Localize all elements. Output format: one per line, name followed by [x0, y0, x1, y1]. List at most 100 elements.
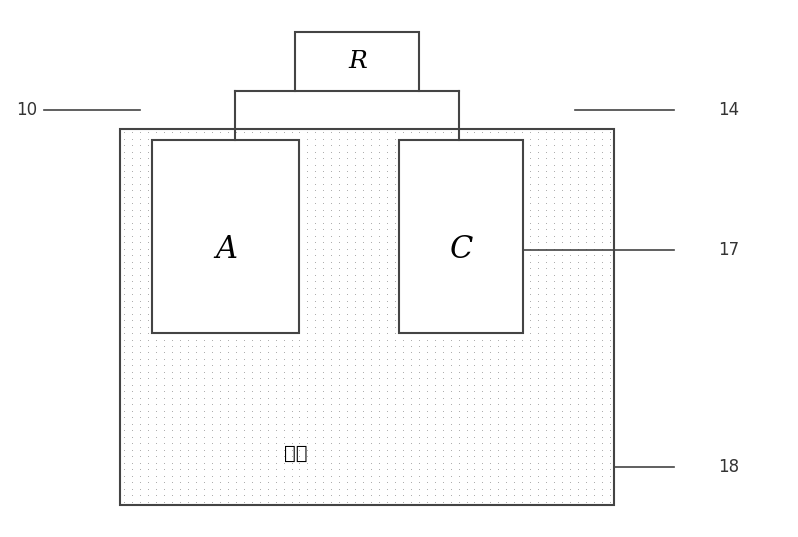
- Point: [405, 335, 417, 344]
- Point: [413, 348, 425, 357]
- Point: [397, 348, 409, 357]
- Point: [222, 361, 235, 370]
- Point: [531, 147, 544, 156]
- Point: [126, 426, 139, 434]
- Point: [539, 290, 552, 299]
- Point: [357, 264, 369, 272]
- Point: [421, 465, 433, 474]
- Point: [333, 206, 346, 214]
- Point: [508, 134, 520, 143]
- Point: [365, 407, 377, 415]
- Point: [341, 419, 354, 428]
- Point: [118, 186, 131, 195]
- Point: [293, 439, 306, 447]
- Point: [325, 413, 338, 422]
- Point: [539, 193, 552, 201]
- Point: [126, 413, 139, 422]
- Point: [413, 354, 425, 363]
- Bar: [152, 140, 299, 333]
- Point: [230, 459, 243, 467]
- Point: [437, 342, 449, 350]
- Point: [166, 128, 179, 136]
- Point: [230, 329, 243, 337]
- Point: [389, 271, 401, 279]
- Point: [500, 381, 512, 389]
- Point: [126, 134, 139, 143]
- Point: [317, 244, 330, 253]
- Point: [444, 497, 457, 506]
- Point: [563, 277, 576, 286]
- Point: [484, 465, 496, 474]
- Point: [429, 394, 441, 402]
- Point: [301, 335, 314, 344]
- Point: [587, 141, 600, 149]
- Point: [500, 432, 512, 441]
- Point: [245, 134, 258, 143]
- Point: [555, 166, 568, 175]
- Point: [301, 251, 314, 259]
- Point: [500, 471, 512, 480]
- Point: [603, 452, 616, 461]
- Point: [508, 387, 520, 396]
- Point: [301, 141, 314, 149]
- Point: [182, 491, 195, 499]
- Point: [118, 342, 131, 350]
- Point: [134, 128, 147, 136]
- Point: [309, 361, 322, 370]
- Point: [309, 426, 322, 434]
- Point: [421, 471, 433, 480]
- Point: [539, 154, 552, 162]
- Point: [444, 354, 457, 363]
- Point: [373, 316, 385, 324]
- Point: [437, 452, 449, 461]
- Point: [365, 193, 377, 201]
- Point: [373, 296, 385, 305]
- Point: [571, 452, 584, 461]
- Point: [444, 329, 457, 337]
- Point: [341, 206, 354, 214]
- Point: [142, 193, 155, 201]
- Point: [523, 154, 536, 162]
- Point: [349, 251, 361, 259]
- Point: [492, 491, 504, 499]
- Point: [357, 134, 369, 143]
- Point: [142, 407, 155, 415]
- Point: [277, 329, 290, 337]
- Point: [277, 394, 290, 402]
- Point: [150, 368, 163, 376]
- Point: [365, 478, 377, 487]
- Point: [325, 407, 338, 415]
- Point: [571, 309, 584, 318]
- Point: [516, 329, 528, 337]
- Point: [357, 206, 369, 214]
- Point: [523, 354, 536, 363]
- Point: [555, 381, 568, 389]
- Point: [539, 212, 552, 221]
- Point: [437, 381, 449, 389]
- Point: [539, 426, 552, 434]
- Point: [413, 368, 425, 376]
- Point: [309, 134, 322, 143]
- Point: [523, 316, 536, 324]
- Point: [571, 329, 584, 337]
- Point: [309, 128, 322, 136]
- Point: [357, 361, 369, 370]
- Point: [437, 134, 449, 143]
- Point: [222, 348, 235, 357]
- Point: [325, 381, 338, 389]
- Point: [150, 478, 163, 487]
- Point: [118, 251, 131, 259]
- Point: [365, 296, 377, 305]
- Point: [547, 264, 560, 272]
- Point: [429, 478, 441, 487]
- Point: [126, 354, 139, 363]
- Point: [285, 465, 298, 474]
- Point: [555, 257, 568, 266]
- Point: [373, 491, 385, 499]
- Point: [603, 439, 616, 447]
- Point: [309, 166, 322, 175]
- Point: [523, 134, 536, 143]
- Point: [555, 413, 568, 422]
- Point: [142, 329, 155, 337]
- Point: [476, 432, 489, 441]
